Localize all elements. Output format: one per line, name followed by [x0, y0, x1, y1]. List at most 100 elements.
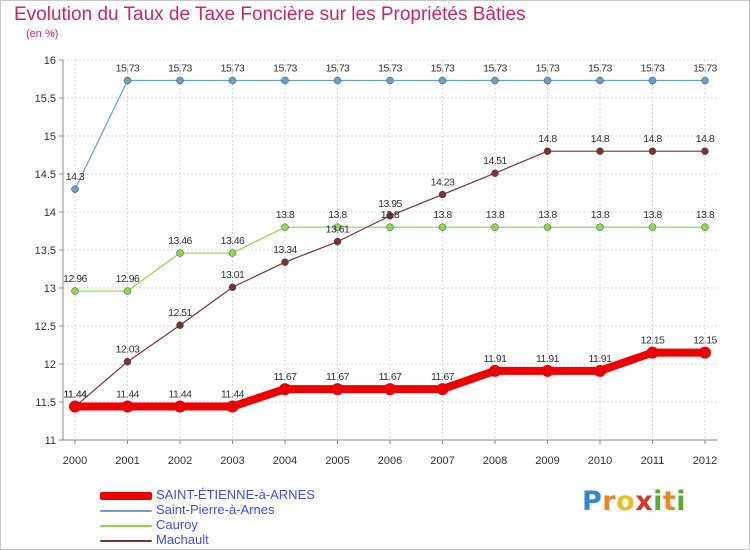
data-point [648, 147, 657, 155]
data-label: 12.15 [693, 335, 717, 347]
logo-letter: r [602, 486, 617, 517]
data-label: 13.8 [696, 209, 715, 221]
legend-swatch [100, 491, 152, 500]
data-label: 15.73 [168, 63, 192, 75]
data-point [543, 223, 552, 231]
x-tick-label: 2009 [535, 455, 559, 467]
x-tick-label: 2011 [641, 455, 665, 467]
data-point [386, 76, 394, 85]
y-tick-label: 14 [44, 207, 56, 219]
legend-label: Machault [156, 532, 209, 547]
data-label: 13.34 [273, 244, 297, 256]
x-tick-label: 2004 [273, 455, 297, 467]
data-label: 13.8 [328, 209, 347, 221]
data-label: 11.91 [484, 353, 508, 365]
data-point [281, 258, 289, 266]
data-label: 15.73 [326, 63, 350, 75]
data-point [438, 223, 447, 231]
data-label: 11.44 [169, 389, 193, 401]
y-tick-label: 13 [44, 283, 56, 295]
x-tick-label: 2006 [378, 455, 402, 467]
data-label: 15.73 [641, 63, 665, 75]
chart-unit-label: (en %) [26, 28, 59, 40]
data-label: 15.73 [693, 63, 717, 75]
data-point [281, 76, 289, 85]
data-point [491, 169, 499, 177]
proxiti-logo: Proxiti [582, 486, 686, 517]
data-label: 12.15 [641, 335, 665, 347]
legend-swatch [100, 524, 152, 527]
data-point [71, 287, 79, 295]
data-point [543, 76, 552, 85]
logo-letter: x [635, 486, 654, 517]
logo-letter: P [582, 486, 603, 517]
data-point [701, 147, 709, 155]
data-point [174, 400, 186, 413]
data-point [176, 76, 184, 85]
data-point [333, 237, 342, 246]
data-label: 11.67 [274, 371, 298, 383]
data-label: 14.8 [591, 133, 610, 145]
data-point [281, 223, 289, 231]
data-label: 11.44 [64, 389, 88, 401]
data-point [228, 283, 237, 291]
data-point [491, 223, 499, 231]
data-point [386, 212, 394, 220]
data-point [541, 364, 554, 377]
data-label: 12.96 [116, 273, 140, 285]
data-point [121, 400, 134, 413]
data-point [646, 346, 659, 359]
data-point [386, 223, 394, 231]
data-label: 14.8 [643, 133, 662, 145]
data-label: 13.8 [276, 209, 295, 221]
data-point [71, 185, 79, 193]
data-point [438, 190, 447, 199]
data-point [69, 400, 81, 413]
data-label: 13.46 [221, 235, 245, 247]
data-point [543, 147, 552, 155]
data-label: 14.3 [66, 171, 85, 183]
data-label: 15.73 [221, 63, 245, 75]
data-label: 15.73 [273, 63, 297, 75]
x-tick-label: 2005 [325, 455, 349, 467]
data-point [596, 147, 604, 155]
x-tick-label: 2003 [220, 455, 244, 467]
data-label: 13.95 [378, 198, 402, 210]
y-tick-label: 13.5 [35, 245, 56, 257]
data-label: 13.8 [433, 209, 452, 221]
data-label: 11.91 [536, 353, 560, 365]
legend-swatch [100, 539, 152, 542]
data-label: 11.44 [64, 389, 88, 401]
data-label: 11.91 [589, 353, 613, 365]
data-point [228, 249, 237, 257]
y-tick-label: 12.5 [35, 321, 56, 333]
data-label: 13.8 [643, 209, 662, 221]
chart-title: Evolution du Taux de Taxe Foncière sur l… [14, 4, 526, 25]
data-point [228, 76, 237, 85]
data-label: 13.8 [486, 209, 505, 221]
data-point [594, 364, 606, 377]
data-label: 11.67 [379, 371, 403, 383]
data-point [331, 383, 344, 396]
x-tick-label: 2012 [693, 455, 717, 467]
logo-letter: t [662, 486, 677, 517]
data-label: 14.8 [696, 133, 715, 145]
data-label: 13.8 [591, 209, 610, 221]
legend-label: Saint-Pierre-à-Arnes [156, 502, 275, 517]
data-label: 13.46 [168, 235, 192, 247]
data-label: 15.73 [588, 63, 612, 75]
data-label: 12.51 [168, 307, 192, 319]
x-tick-label: 2008 [483, 455, 507, 467]
data-label: 14.51 [483, 155, 507, 167]
data-label: 13.01 [221, 269, 245, 281]
data-point [123, 76, 132, 85]
y-tick-label: 15 [44, 131, 56, 143]
data-point [279, 383, 291, 396]
data-point [438, 76, 447, 85]
x-tick-label: 2001 [115, 455, 139, 467]
data-point [176, 249, 184, 257]
data-point [596, 76, 604, 85]
data-point [384, 383, 396, 396]
data-label: 13.8 [538, 209, 557, 221]
